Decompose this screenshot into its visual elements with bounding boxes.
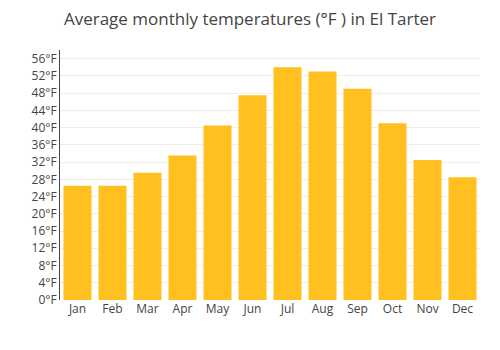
svg-text:0°F: 0°F xyxy=(38,291,56,308)
svg-text:28°F: 28°F xyxy=(32,171,57,188)
svg-text:48°F: 48°F xyxy=(32,84,57,101)
svg-text:Apr: Apr xyxy=(173,300,193,317)
svg-text:Feb: Feb xyxy=(102,300,122,317)
svg-text:Aug: Aug xyxy=(312,300,334,317)
svg-text:Average monthly temperatures (: Average monthly temperatures (°F ) in El… xyxy=(64,7,436,30)
svg-text:May: May xyxy=(206,300,230,317)
svg-text:Sep: Sep xyxy=(347,300,368,317)
svg-text:32°F: 32°F xyxy=(32,153,57,170)
svg-text:16°F: 16°F xyxy=(32,222,57,239)
svg-text:Jul: Jul xyxy=(280,300,295,317)
svg-text:52°F: 52°F xyxy=(32,67,57,84)
svg-text:24°F: 24°F xyxy=(32,188,57,205)
svg-text:Dec: Dec xyxy=(452,300,473,317)
svg-text:44°F: 44°F xyxy=(32,102,57,119)
svg-text:56°F: 56°F xyxy=(32,50,57,67)
svg-text:Oct: Oct xyxy=(383,300,402,317)
svg-text:Mar: Mar xyxy=(136,300,158,317)
svg-text:Jan: Jan xyxy=(68,300,86,317)
svg-text:4°F: 4°F xyxy=(38,274,56,291)
svg-text:12°F: 12°F xyxy=(32,239,57,256)
svg-text:20°F: 20°F xyxy=(32,205,57,222)
svg-text:36°F: 36°F xyxy=(32,136,57,153)
svg-text:8°F: 8°F xyxy=(38,257,56,274)
svg-text:Nov: Nov xyxy=(416,300,438,317)
svg-text:40°F: 40°F xyxy=(32,119,57,136)
svg-text:Jun: Jun xyxy=(243,300,262,317)
